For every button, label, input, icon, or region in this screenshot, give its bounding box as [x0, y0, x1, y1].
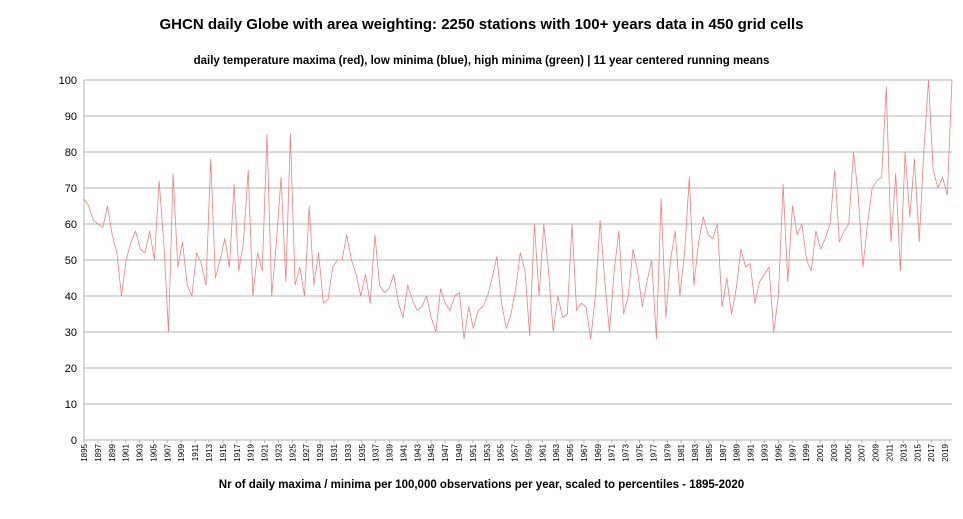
y-tick-label: 50 — [65, 255, 77, 267]
y-tick-label: 40 — [65, 291, 77, 303]
x-tick-label: 1989 — [733, 443, 742, 461]
y-tick-label: 10 — [65, 399, 77, 411]
x-tick-label: 1919 — [247, 443, 256, 461]
x-tick-label: 2003 — [830, 443, 839, 461]
x-tick-label: 1933 — [344, 443, 353, 461]
x-tick-label: 1943 — [413, 443, 422, 461]
x-tick-label: 1895 — [80, 443, 89, 461]
x-tick-label: 2019 — [941, 443, 950, 461]
x-tick-label: 1935 — [358, 443, 367, 461]
x-tick-label: 1971 — [608, 443, 617, 461]
x-tick-label: 1999 — [802, 443, 811, 461]
y-tick-label: 70 — [65, 183, 77, 195]
x-tick-label: 2007 — [858, 443, 867, 461]
x-tick-label: 1945 — [427, 443, 436, 461]
y-tick-label: 100 — [59, 75, 77, 87]
x-tick-label: 2013 — [899, 443, 908, 461]
y-tick-label: 80 — [65, 147, 77, 159]
x-tick-label: 1917 — [233, 443, 242, 461]
x-tick-label: 1993 — [761, 443, 770, 461]
x-tick-label: 1921 — [261, 443, 270, 461]
x-tick-label: 1953 — [483, 443, 492, 461]
x-tick-label: 1991 — [747, 443, 756, 461]
x-tick-label: 1959 — [524, 443, 533, 461]
x-tick-label: 1957 — [511, 443, 520, 461]
x-tick-label: 2017 — [927, 443, 936, 461]
x-tick-label: 1941 — [399, 443, 408, 461]
x-tick-label: 1995 — [774, 443, 783, 461]
x-tick-label: 1975 — [636, 443, 645, 461]
x-tick-label: 1903 — [136, 443, 145, 461]
x-tick-label: 1965 — [566, 443, 575, 461]
x-tick-label: 1961 — [538, 443, 547, 461]
x-tick-label: 1927 — [302, 443, 311, 461]
x-tick-label: 1907 — [163, 443, 172, 461]
x-tick-label: 1913 — [205, 443, 214, 461]
x-tick-label: 2011 — [886, 443, 895, 461]
x-tick-label: 1963 — [552, 443, 561, 461]
x-tick-label: 1949 — [455, 443, 464, 461]
chart-title: GHCN daily Globe with area weighting: 22… — [159, 16, 804, 33]
x-tick-label: 1979 — [663, 443, 672, 461]
y-tick-label: 30 — [65, 327, 77, 339]
x-tick-label: 2015 — [913, 443, 922, 461]
x-tick-label: 1929 — [316, 443, 325, 461]
x-tick-label: 1955 — [497, 443, 506, 461]
x-tick-label: 2009 — [872, 443, 881, 461]
x-tick-label: 1977 — [649, 443, 658, 461]
x-tick-label: 1931 — [330, 443, 339, 461]
x-tick-label: 1909 — [177, 443, 186, 461]
y-tick-label: 20 — [65, 363, 77, 375]
y-tick-label: 0 — [71, 435, 77, 447]
x-tick-label: 2005 — [844, 443, 853, 461]
x-tick-label: 1939 — [386, 443, 395, 461]
x-tick-label: 1973 — [622, 443, 631, 461]
x-tick-label: 1983 — [691, 443, 700, 461]
x-tick-label: 1911 — [191, 443, 200, 461]
y-tick-label: 90 — [65, 111, 77, 123]
x-tick-label: 1905 — [149, 443, 158, 461]
x-axis-label: Nr of daily maxima / minima per 100,000 … — [218, 479, 745, 491]
series-line-red_light — [83, 79, 953, 340]
x-tick-label: 1969 — [594, 443, 603, 461]
x-tick-label: 2001 — [816, 443, 825, 461]
y-tick-label: 60 — [65, 219, 77, 231]
x-tick-label: 1985 — [705, 443, 714, 461]
x-tick-label: 1897 — [94, 443, 103, 461]
x-tick-label: 1951 — [469, 443, 478, 461]
x-tick-label: 1915 — [219, 443, 228, 461]
x-tick-label: 1937 — [372, 443, 381, 461]
chart-subtitle: daily temperature maxima (red), low mini… — [193, 55, 770, 67]
x-tick-label: 1923 — [274, 443, 283, 461]
x-tick-label: 1987 — [719, 443, 728, 461]
x-tick-label: 1925 — [288, 443, 297, 461]
x-tick-label: 1901 — [122, 443, 131, 461]
x-tick-label: 1899 — [108, 443, 117, 461]
x-tick-label: 1981 — [677, 443, 686, 461]
x-tick-label: 1967 — [580, 443, 589, 461]
x-tick-label: 1947 — [441, 443, 450, 461]
x-tick-label: 1997 — [788, 443, 797, 461]
